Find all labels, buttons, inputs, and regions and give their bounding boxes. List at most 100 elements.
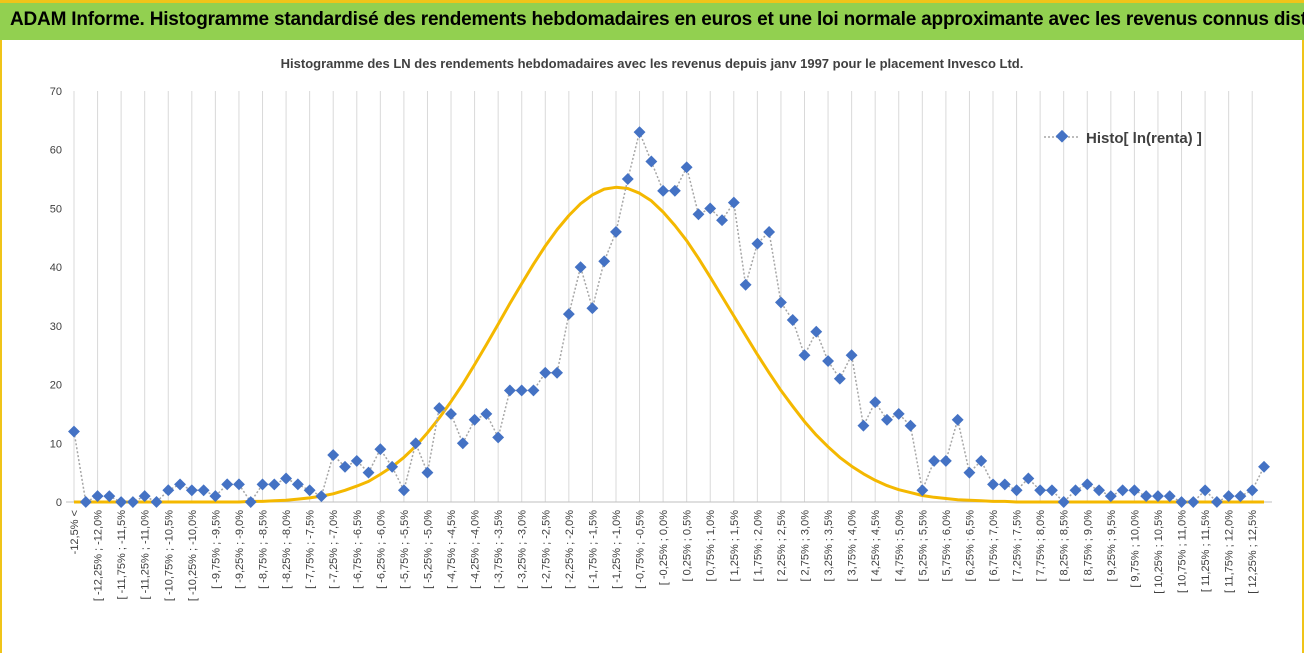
histogram-point [963, 466, 976, 479]
x-tick-label: [ 6,75% ; 7,0% [988, 510, 1000, 582]
x-tick-label: [ -6,25% ; -6,0% [375, 510, 387, 589]
histogram-point [91, 490, 104, 503]
histogram-point [1140, 490, 1153, 503]
histogram-point [185, 484, 198, 497]
x-tick-label: -12,5% < [69, 510, 81, 554]
histogram-point [291, 478, 304, 491]
x-tick-label: [ -8,25% ; -8,0% [281, 510, 293, 589]
x-tick-label: [ 0,75% ; 1,0% [705, 510, 717, 582]
x-tick-label: [ 5,75% ; 6,0% [941, 510, 953, 582]
histogram-point [1069, 484, 1082, 497]
x-tick-label: [ -11,25% ; -11,0% [140, 510, 152, 600]
x-tick-label: [ -2,25% ; -2,0% [564, 510, 576, 589]
histogram-point [1010, 484, 1023, 497]
histogram-point [1128, 484, 1141, 497]
x-tick-label: [ -7,75% ; -7,5% [305, 510, 317, 589]
histogram-point [645, 155, 658, 168]
x-tick-label: [ -10,25% ; -10,0% [187, 510, 199, 601]
histogram-point [939, 454, 952, 467]
x-tick-label: [ 10,25% ; 10,5% [1153, 510, 1165, 594]
histogram-point [998, 478, 1011, 491]
histogram-point [657, 184, 670, 197]
chart-frame: Histogramme des LN des rendements hebdom… [0, 40, 1304, 653]
histogram-point [1258, 460, 1270, 473]
x-tick-label: [ -5,25% ; -5,0% [422, 510, 434, 589]
histogram-point [362, 466, 375, 479]
histogram-series-line [73, 129, 1265, 504]
x-tick-label: [ -4,25% ; -4,0% [470, 510, 482, 589]
x-tick-label: [ 9,25% ; 9,5% [1106, 510, 1118, 582]
histogram-point [1175, 496, 1188, 508]
y-tick-label: 30 [50, 321, 62, 333]
x-tick-label: [ 9,75% ; 10,0% [1129, 510, 1141, 588]
histogram-point [280, 472, 293, 485]
chart-title: Histogramme des LN des rendements hebdom… [281, 56, 1024, 71]
legend-entry: Histo[ ln(renta) ] [1086, 130, 1202, 147]
histogram-point [397, 484, 410, 497]
histogram-point [869, 396, 882, 409]
x-tick-label: [ -9,75% ; -9,5% [210, 510, 222, 589]
x-tick-label: [ 11,25% ; 11,5% [1200, 510, 1212, 592]
histogram-point [492, 431, 505, 444]
histogram-point [303, 484, 316, 497]
histogram-point [1222, 490, 1235, 503]
histogram-point [374, 443, 387, 456]
normal-curve-line [74, 185, 1264, 504]
x-tick-label: [ -10,75% ; -10,5% [163, 510, 175, 601]
x-tick-label: [ -12,25% ; -12,0% [93, 510, 105, 601]
x-tick-label: [ 4,75% ; 5,0% [894, 510, 906, 582]
histogram-point [79, 496, 92, 508]
x-tick-label: [ -2,75% ; -2,5% [540, 510, 552, 589]
histogram-point [716, 214, 728, 227]
histogram-point [833, 372, 846, 385]
y-tick-label: 10 [50, 438, 62, 450]
histogram-point [551, 366, 563, 379]
histogram-point [233, 478, 245, 491]
x-tick-label: [ 8,75% ; 9,0% [1082, 510, 1094, 582]
histogram-point [480, 407, 493, 420]
histogram-point [1104, 490, 1117, 503]
histogram-point [150, 496, 163, 508]
histogram-point [987, 478, 999, 491]
histogram-point [692, 208, 705, 221]
x-tick-label: [ 12,25% ; 12,5% [1247, 510, 1259, 594]
y-tick-label: 40 [50, 262, 62, 274]
y-tick-label: 0 [56, 497, 62, 509]
x-tick-label: [ -11,75% ; -11,5% [116, 510, 128, 600]
histogram-point [197, 484, 210, 497]
x-axis: -12,5% < [ -12,25% ; -12,0% [ -11,75% ; -1… [66, 501, 1272, 601]
histogram-point [268, 478, 281, 491]
histogram-point [775, 296, 787, 309]
histogram-point [409, 437, 422, 450]
x-tick-label: [ -7,25% ; -7,0% [328, 510, 340, 589]
x-tick-label: [ 8,25% ; 8,5% [1059, 510, 1071, 582]
x-tick-label: [ 0,25% ; 0,5% [682, 510, 694, 582]
histogram-point [680, 161, 693, 174]
x-tick-label: [ 2,25% ; 2,5% [776, 510, 788, 582]
y-tick-label: 60 [50, 145, 62, 157]
histogram-point [515, 384, 528, 397]
histogram-point [339, 460, 351, 473]
y-axis: 0 10 20 30 40 50 60 70 [50, 86, 62, 509]
x-tick-label: [ -1,25% ; -1,0% [611, 510, 623, 589]
x-tick-label: [ 2,75% ; 3,0% [799, 510, 811, 582]
histogram-point [822, 355, 835, 368]
histogram-point [527, 384, 540, 397]
histogram-point [727, 196, 740, 209]
x-tick-label: [ -3,25% ; -3,0% [517, 510, 529, 589]
histogram-point [621, 173, 634, 185]
histogram-point [892, 407, 905, 420]
histogram-point [1163, 490, 1176, 503]
histogram-point [126, 496, 139, 508]
histogram-point [103, 490, 116, 503]
histogram-point [1116, 484, 1129, 497]
grid [73, 91, 1253, 502]
histogram-point [598, 255, 611, 268]
x-tick-label: [ -5,75% ; -5,5% [399, 510, 411, 589]
x-tick-label: [ 3,75% ; 4,0% [847, 510, 859, 582]
y-tick-label: 50 [50, 203, 62, 215]
histogram-point [1034, 484, 1047, 497]
histogram-point [574, 261, 587, 274]
histogram-series-layer [68, 126, 1270, 508]
histogram-point [1152, 490, 1164, 503]
